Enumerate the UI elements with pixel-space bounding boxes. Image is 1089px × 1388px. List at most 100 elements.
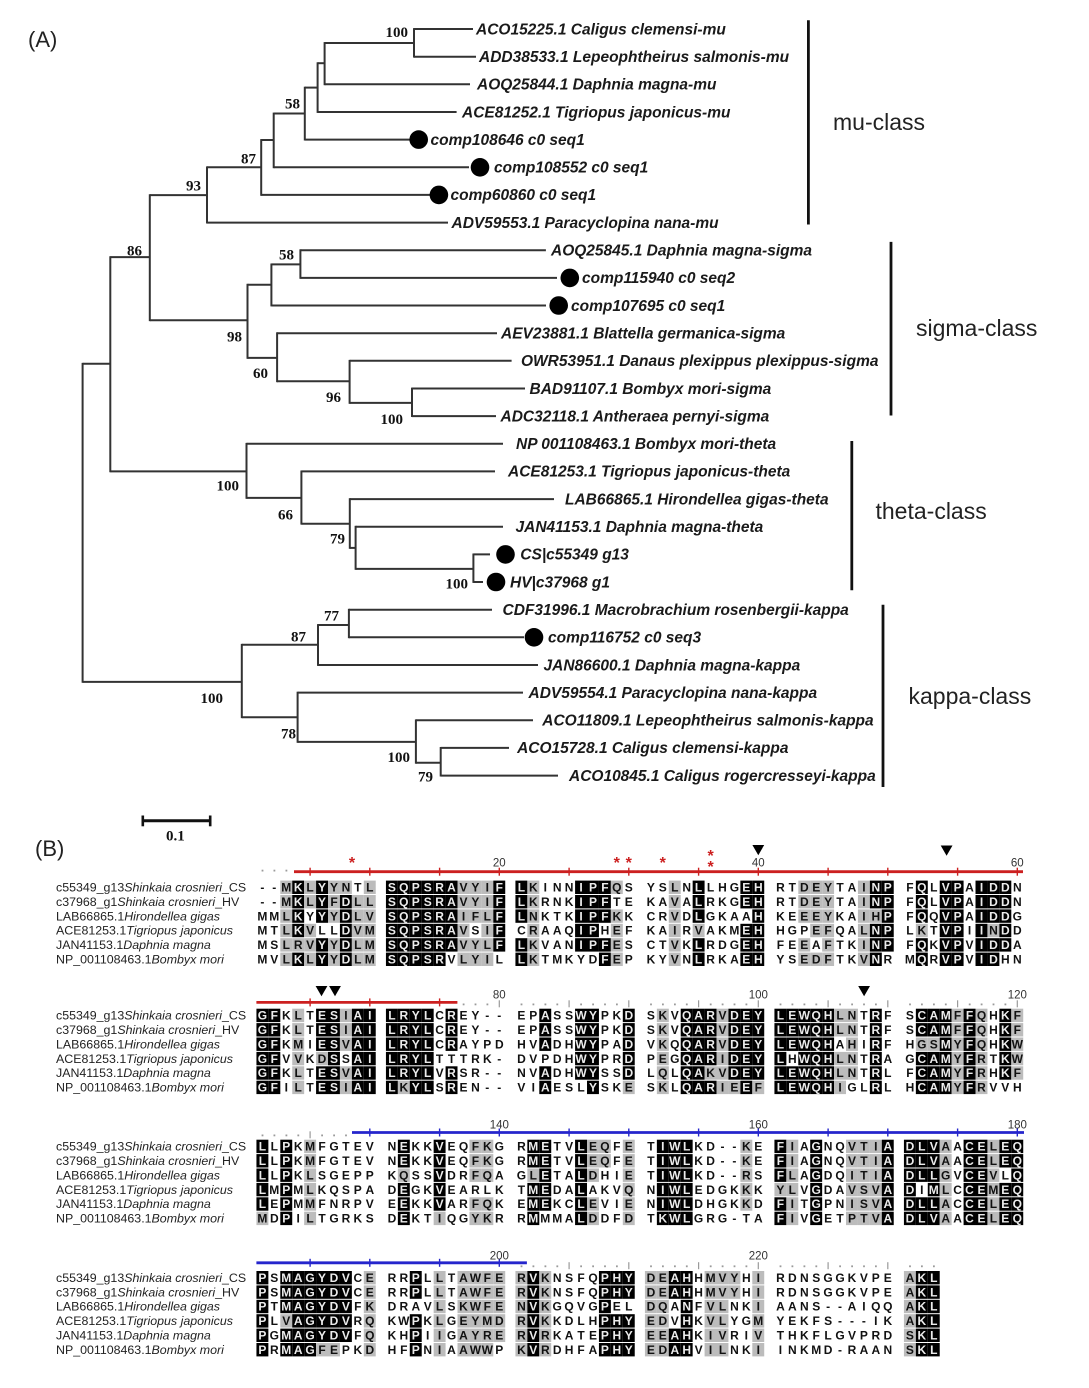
- svg-text:F: F: [884, 1009, 891, 1023]
- svg-text:N: N: [553, 1271, 562, 1285]
- svg-text:kappa-class: kappa-class: [909, 683, 1032, 709]
- svg-text:V: V: [354, 924, 362, 938]
- svg-text:NP_001108463.1Bombyx mori: NP_001108463.1Bombyx mori: [56, 1212, 225, 1226]
- svg-text:L: L: [295, 1009, 302, 1023]
- svg-text:S: S: [388, 953, 396, 967]
- svg-text:E: E: [659, 1285, 667, 1299]
- svg-text:N: N: [824, 1140, 833, 1154]
- svg-text:R: R: [871, 1081, 880, 1095]
- svg-text:C: C: [565, 1197, 574, 1211]
- svg-text:V: V: [529, 1314, 537, 1328]
- svg-text:G: G: [258, 1037, 267, 1051]
- svg-text:L: L: [518, 895, 525, 909]
- svg-text:D: D: [553, 1066, 562, 1080]
- svg-text:P: P: [589, 924, 597, 938]
- svg-text:R: R: [459, 1168, 468, 1182]
- svg-text:A: A: [1013, 938, 1022, 952]
- svg-text:I: I: [486, 881, 489, 895]
- svg-text:P: P: [884, 895, 892, 909]
- svg-text:E: E: [330, 1343, 338, 1357]
- svg-text:D: D: [906, 1154, 915, 1168]
- svg-text:Y: Y: [330, 881, 338, 895]
- svg-text:Y: Y: [412, 1009, 420, 1023]
- svg-text:E: E: [613, 924, 621, 938]
- svg-text:E: E: [659, 1271, 667, 1285]
- svg-text:G: G: [730, 881, 739, 895]
- svg-text:-: -: [497, 1081, 501, 1095]
- svg-text:ADD38533.1 Lepeophtheirus salm: ADD38533.1 Lepeophtheirus salmonis-mu: [478, 49, 790, 66]
- svg-text:P: P: [282, 1140, 290, 1154]
- svg-text:140: 140: [490, 1119, 509, 1131]
- svg-text:L: L: [271, 1154, 278, 1168]
- svg-text:P: P: [412, 909, 420, 923]
- svg-text:R: R: [706, 895, 715, 909]
- svg-text:R: R: [517, 1314, 526, 1328]
- svg-text:K: K: [388, 1329, 397, 1343]
- svg-text:Q: Q: [399, 1168, 408, 1182]
- svg-text:Y: Y: [589, 1037, 597, 1051]
- svg-text:N: N: [471, 1081, 480, 1095]
- svg-text:H: H: [871, 909, 880, 923]
- svg-text:60: 60: [253, 366, 268, 382]
- svg-text:C: C: [965, 1212, 974, 1226]
- svg-text:L: L: [671, 1081, 678, 1095]
- svg-text:0.1: 0.1: [166, 829, 185, 845]
- svg-text:K: K: [529, 881, 538, 895]
- svg-text:N: N: [848, 1009, 857, 1023]
- svg-text:M: M: [281, 881, 291, 895]
- svg-text:K: K: [848, 1271, 857, 1285]
- svg-text:L: L: [671, 1066, 678, 1080]
- svg-text:K: K: [694, 1140, 703, 1154]
- svg-text:P: P: [601, 1052, 609, 1066]
- svg-text:E: E: [812, 909, 820, 923]
- svg-text:E: E: [388, 1197, 396, 1211]
- svg-text:V: V: [860, 1271, 868, 1285]
- svg-text:E: E: [318, 1009, 326, 1023]
- svg-text:Q: Q: [399, 924, 408, 938]
- svg-text:L: L: [518, 938, 525, 952]
- svg-text:W: W: [799, 1066, 811, 1080]
- svg-text:L: L: [683, 1183, 690, 1197]
- svg-text:K: K: [483, 1140, 492, 1154]
- svg-text:A: A: [883, 1168, 892, 1182]
- svg-text:E: E: [625, 1197, 633, 1211]
- svg-text:C: C: [965, 1183, 974, 1197]
- svg-text:Q: Q: [399, 953, 408, 967]
- svg-text:A: A: [411, 1300, 420, 1314]
- svg-text:A: A: [694, 1037, 703, 1051]
- svg-text:E: E: [647, 1314, 655, 1328]
- svg-text:H: H: [742, 1285, 751, 1299]
- svg-text:K: K: [718, 895, 727, 909]
- svg-text:T: T: [860, 1009, 868, 1023]
- svg-text:R: R: [541, 1329, 550, 1343]
- svg-text:Y: Y: [318, 953, 326, 967]
- svg-text:220: 220: [749, 1250, 768, 1262]
- svg-text:ACE81253.1Tigriopus japonicus: ACE81253.1Tigriopus japonicus: [56, 924, 233, 938]
- svg-text:E: E: [495, 1285, 503, 1299]
- svg-text:K: K: [411, 1197, 420, 1211]
- svg-text:E: E: [1001, 1183, 1009, 1197]
- svg-text:*: *: [349, 855, 356, 872]
- svg-text:A: A: [883, 1212, 892, 1226]
- svg-text:K: K: [282, 1066, 291, 1080]
- svg-text:M: M: [257, 953, 267, 967]
- svg-text:R: R: [399, 1037, 408, 1051]
- svg-text:R: R: [471, 1052, 480, 1066]
- svg-text:G: G: [694, 1212, 703, 1226]
- svg-text:G: G: [823, 1285, 832, 1299]
- svg-text:R: R: [529, 924, 538, 938]
- svg-text:C: C: [647, 909, 656, 923]
- svg-text:V: V: [695, 924, 703, 938]
- svg-text:N: N: [330, 1197, 339, 1211]
- svg-text:P: P: [412, 1285, 420, 1299]
- svg-text:N: N: [342, 881, 351, 895]
- svg-text:ADV59553.1 Paracyclopina nana-: ADV59553.1 Paracyclopina nana-mu: [451, 215, 720, 232]
- svg-text:R: R: [706, 1081, 715, 1095]
- svg-text:R: R: [612, 1052, 621, 1066]
- svg-text:W: W: [575, 1066, 587, 1080]
- svg-text:Y: Y: [659, 953, 667, 967]
- svg-text:sigma-class: sigma-class: [916, 315, 1037, 341]
- svg-text:E: E: [541, 1197, 549, 1211]
- svg-text:P: P: [412, 881, 420, 895]
- svg-text:L: L: [283, 924, 290, 938]
